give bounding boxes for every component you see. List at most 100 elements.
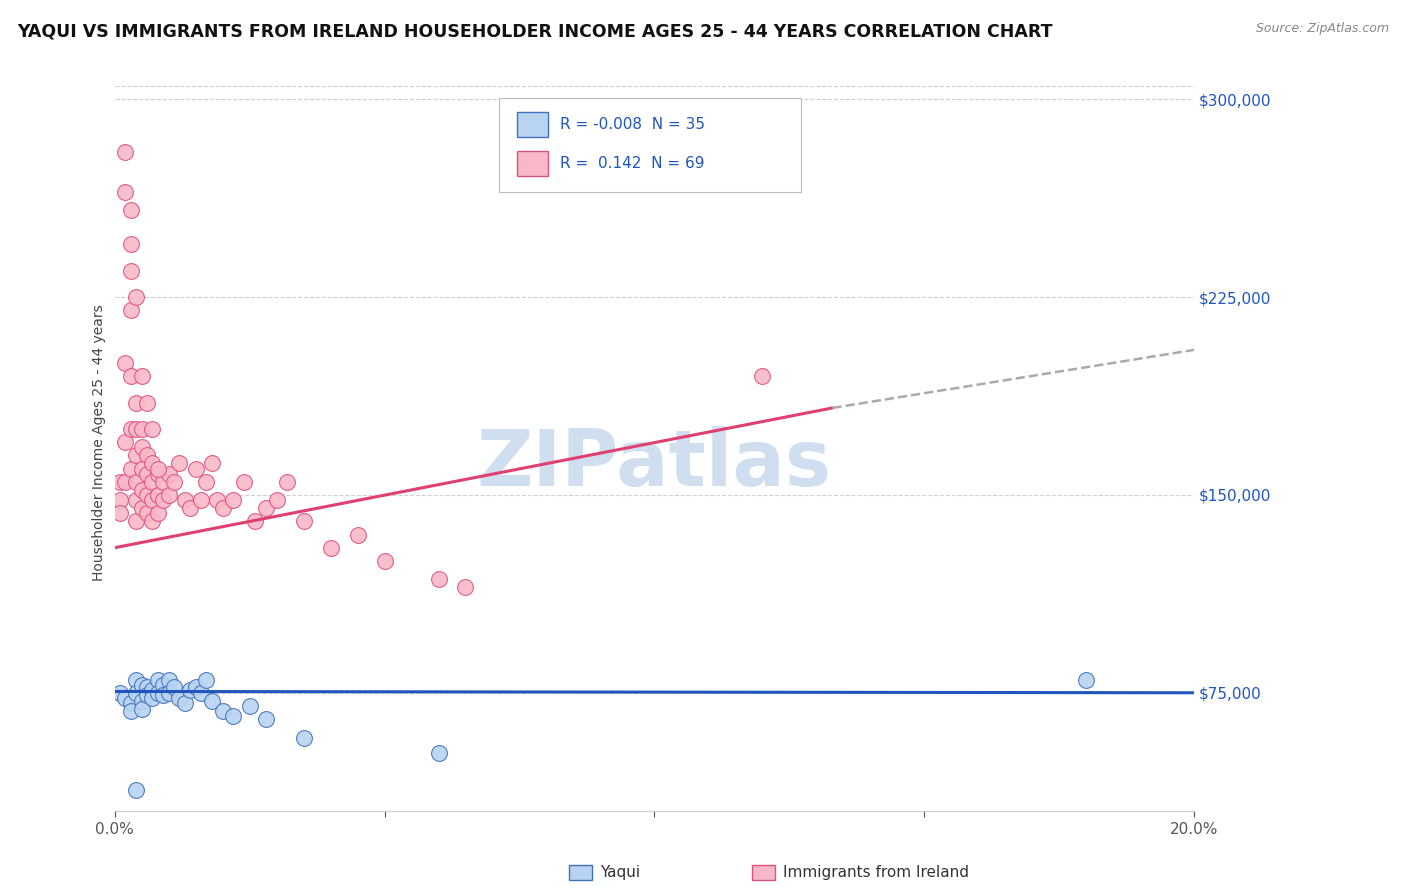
Point	[239, 698, 262, 713]
Point	[125, 514, 148, 528]
Point	[136, 395, 159, 409]
Point	[114, 475, 136, 489]
Point	[157, 686, 180, 700]
Point	[233, 475, 256, 489]
Point	[454, 580, 477, 594]
Point	[211, 704, 233, 718]
Point	[114, 435, 136, 450]
Point	[141, 456, 163, 470]
Point	[125, 290, 148, 304]
Point	[169, 691, 191, 706]
Point	[120, 422, 142, 436]
Point	[146, 673, 169, 687]
Point	[125, 475, 148, 489]
Point	[201, 694, 224, 708]
Point	[179, 501, 201, 516]
Point	[173, 696, 195, 710]
Point	[427, 573, 450, 587]
Point	[427, 747, 450, 761]
Point	[146, 467, 169, 481]
Point	[114, 356, 136, 370]
Point	[120, 303, 142, 318]
Point	[114, 691, 136, 706]
Point	[190, 686, 212, 700]
Point	[292, 731, 315, 745]
Point	[222, 493, 245, 508]
Point	[136, 681, 159, 695]
Point	[120, 704, 142, 718]
Point	[131, 501, 153, 516]
Point	[346, 527, 368, 541]
Point	[243, 514, 266, 528]
Point	[136, 467, 159, 481]
Point	[120, 369, 142, 384]
Point	[131, 678, 153, 692]
Point	[141, 422, 163, 436]
Point	[319, 541, 342, 555]
Point	[108, 493, 131, 508]
Point	[146, 461, 169, 475]
Point	[292, 514, 315, 528]
Point	[131, 483, 153, 497]
Point	[152, 689, 174, 703]
Point	[108, 686, 131, 700]
Point	[131, 369, 153, 384]
Point	[131, 694, 153, 708]
Point	[276, 475, 298, 489]
Point	[120, 203, 142, 218]
Point	[136, 488, 159, 502]
Text: R =  0.142  N = 69: R = 0.142 N = 69	[560, 156, 704, 170]
Point	[125, 493, 148, 508]
Point	[163, 475, 186, 489]
Text: ZIPatlas: ZIPatlas	[477, 426, 832, 502]
Point	[120, 461, 142, 475]
Point	[131, 422, 153, 436]
Point	[266, 493, 288, 508]
Text: Source: ZipAtlas.com: Source: ZipAtlas.com	[1256, 22, 1389, 36]
Point	[751, 369, 773, 384]
Point	[141, 475, 163, 489]
Point	[108, 475, 131, 489]
Point	[169, 456, 191, 470]
Point	[254, 501, 277, 516]
Point	[120, 237, 142, 252]
Point	[131, 441, 153, 455]
Point	[120, 696, 142, 710]
Point	[179, 683, 201, 698]
Point	[125, 783, 148, 797]
Point	[173, 493, 195, 508]
Text: Yaqui: Yaqui	[600, 865, 641, 880]
Text: R = -0.008  N = 35: R = -0.008 N = 35	[560, 118, 704, 132]
Point	[125, 395, 148, 409]
Point	[201, 456, 224, 470]
Point	[146, 507, 169, 521]
Point	[108, 507, 131, 521]
Point	[157, 488, 180, 502]
Text: Immigrants from Ireland: Immigrants from Ireland	[783, 865, 969, 880]
Point	[184, 461, 207, 475]
Point	[254, 712, 277, 726]
Point	[373, 554, 395, 568]
Point	[146, 686, 169, 700]
Y-axis label: Householder Income Ages 25 - 44 years: Householder Income Ages 25 - 44 years	[93, 304, 107, 581]
Point	[205, 493, 228, 508]
Point	[146, 488, 169, 502]
Point	[131, 461, 153, 475]
Point	[1076, 673, 1098, 687]
Point	[136, 507, 159, 521]
Point	[157, 467, 180, 481]
Point	[152, 475, 174, 489]
Point	[125, 673, 148, 687]
Point	[211, 501, 233, 516]
Point	[114, 145, 136, 160]
Point	[163, 681, 186, 695]
Point	[195, 673, 218, 687]
Point	[141, 514, 163, 528]
Point	[120, 264, 142, 278]
Point	[114, 185, 136, 199]
Point	[184, 681, 207, 695]
Point	[222, 709, 245, 723]
Point	[125, 422, 148, 436]
Point	[195, 475, 218, 489]
Text: YAQUI VS IMMIGRANTS FROM IRELAND HOUSEHOLDER INCOME AGES 25 - 44 YEARS CORRELATI: YAQUI VS IMMIGRANTS FROM IRELAND HOUSEHO…	[17, 22, 1052, 40]
